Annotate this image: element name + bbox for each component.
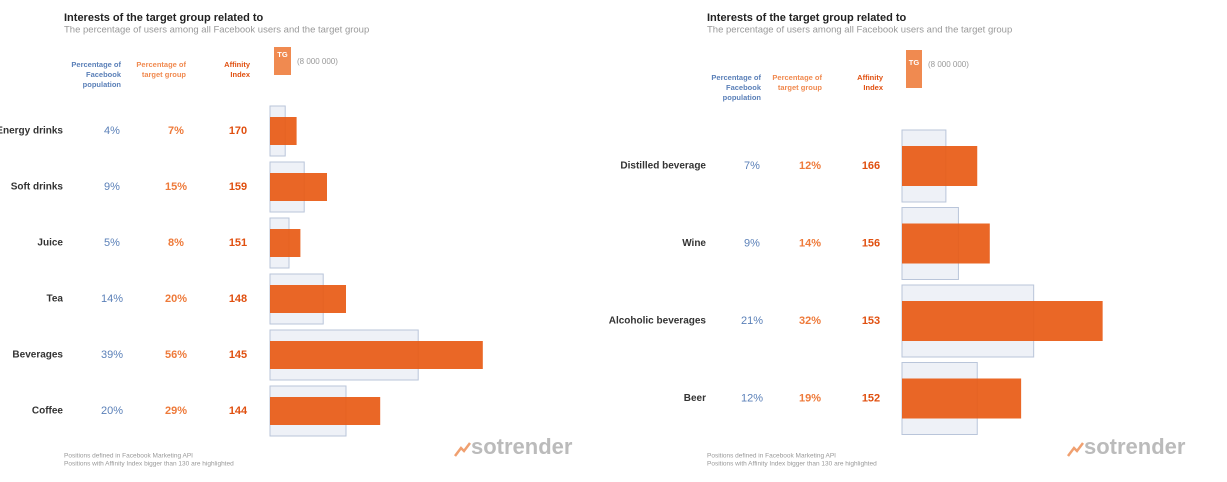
value-label: 9% [744,237,760,249]
bar-target [902,301,1103,341]
value-label: 29% [165,405,187,417]
value-label: 14% [101,293,123,305]
bar-target [270,397,381,425]
logo: sotrender [1084,434,1186,459]
logo-mark [454,442,471,457]
column-header: Percentage of target group [136,60,186,79]
chart-subtitle: The percentage of users among all Facebo… [707,25,1012,36]
affinity-label: 170 [229,125,247,137]
bar-target [902,223,990,264]
category-label: Coffee [32,406,64,417]
value-label: 14% [799,237,821,249]
chart-title: Interests of the target group related to [707,12,907,24]
category-label: Alcoholic beverages [609,316,707,327]
value-label: 5% [104,237,120,249]
category-label: Tea [47,294,64,305]
affinity-label: 145 [229,349,247,361]
logo-mark [1067,442,1084,457]
category-label: Energy drinks [0,126,63,137]
value-label: 7% [168,125,184,137]
affinity-label: 148 [229,293,247,305]
category-label: Juice [37,238,63,249]
footnote: Positions defined in Facebook Marketing … [707,453,836,460]
category-label: Beverages [12,350,63,361]
value-label: 9% [104,181,120,193]
footnote: Positions defined in Facebook Marketing … [64,453,193,460]
value-label: 12% [799,160,821,172]
value-label: 20% [165,293,187,305]
value-label: 15% [165,181,187,193]
column-header: Percentage of Facebook population [71,60,121,89]
bar-target [270,173,327,201]
value-label: 4% [104,125,120,137]
legend-label: TG [909,58,920,67]
bar-target [270,229,301,257]
affinity-label: 159 [229,181,247,193]
value-label: 7% [744,160,760,172]
affinity-label: 144 [229,405,248,417]
bar-target [902,146,978,186]
affinity-label: 156 [862,237,880,249]
legend-note: (8 000 000) [928,60,969,69]
value-label: 12% [741,392,763,404]
value-label: 39% [101,349,123,361]
legend-swatch [906,50,922,88]
bar-target [270,341,483,369]
affinity-label: 153 [862,315,880,327]
chart-subtitle: The percentage of users among all Facebo… [64,25,369,36]
legend-label: TG [277,50,288,59]
bar-target [270,285,346,313]
footnote: Positions with Affinity Index bigger tha… [64,461,234,468]
column-header: Affinity Index [224,60,250,79]
category-label: Wine [682,238,706,249]
value-label: 8% [168,237,184,249]
column-header: Percentage of Facebook population [711,73,761,102]
legend-swatch [274,47,291,75]
logo: sotrender [471,434,573,459]
affinity-label: 166 [862,160,880,172]
value-label: 21% [741,315,763,327]
chart-title: Interests of the target group related to [64,12,264,24]
legend-note: (8 000 000) [297,57,338,66]
affinity-label: 152 [862,392,880,404]
value-label: 19% [799,392,821,404]
category-label: Soft drinks [11,182,64,193]
footnote: Positions with Affinity Index bigger tha… [707,461,877,468]
value-label: 32% [799,315,821,327]
category-label: Beer [684,393,706,404]
bar-target [270,117,297,145]
value-label: 56% [165,349,187,361]
affinity-label: 151 [229,237,247,249]
value-label: 20% [101,405,123,417]
column-header: Percentage of target group [772,73,822,92]
bar-target [902,378,1022,419]
category-label: Distilled beverage [620,161,706,172]
column-header: Affinity Index [857,73,883,92]
